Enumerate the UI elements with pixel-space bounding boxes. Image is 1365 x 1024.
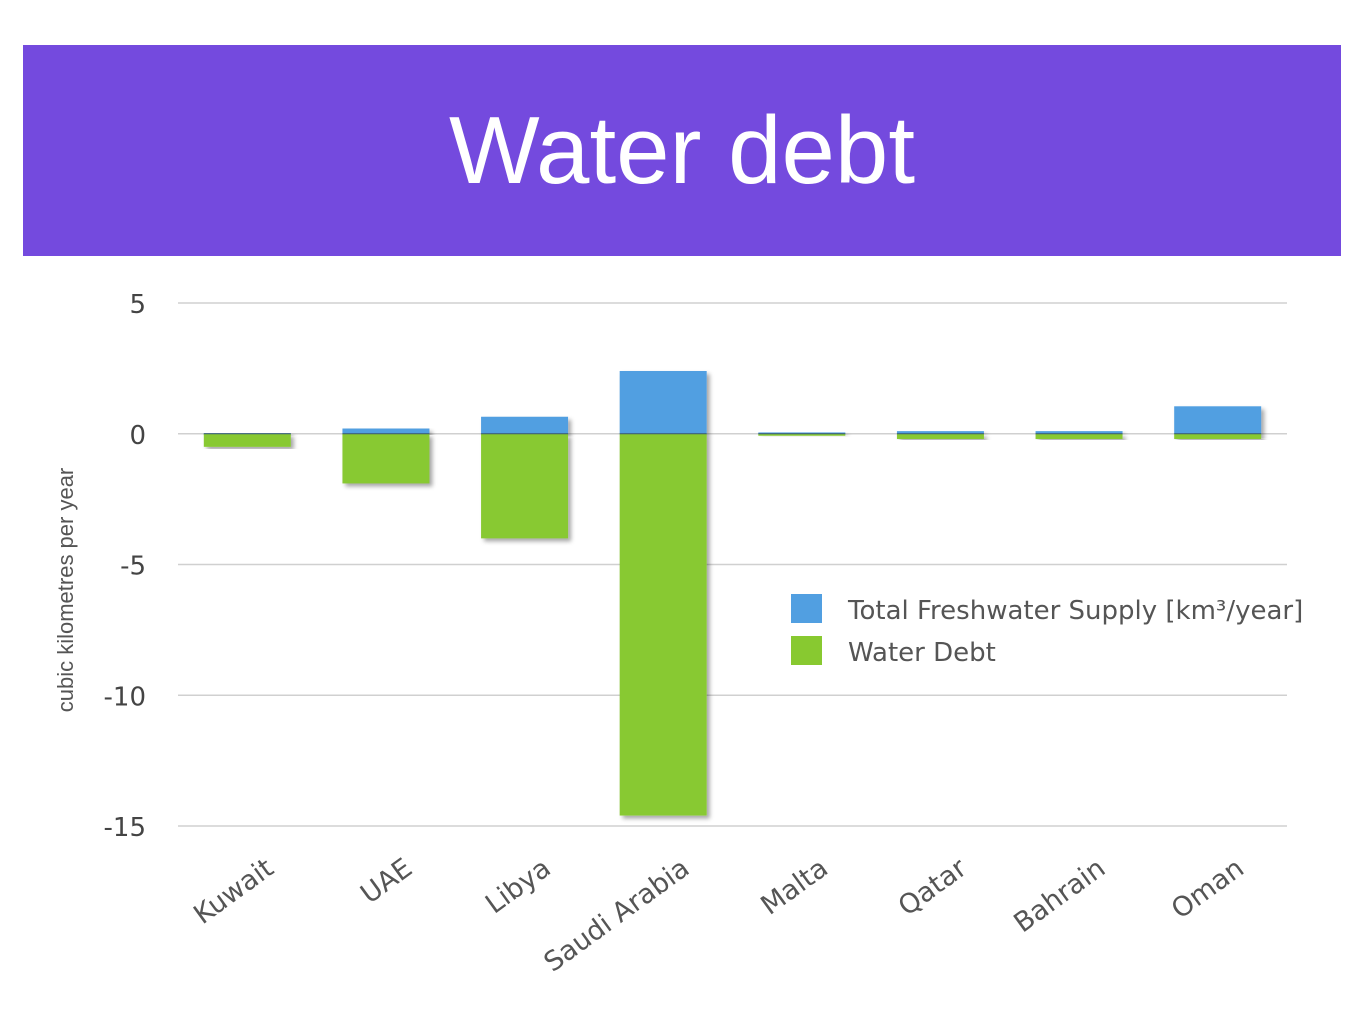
x-category-label: Bahrain xyxy=(1008,853,1111,939)
legend: Total Freshwater Supply [km³/year] Water … xyxy=(791,594,1303,668)
y-tick-label: 5 xyxy=(129,290,146,320)
bar-debt xyxy=(203,433,291,447)
bars xyxy=(203,370,1262,816)
grid-lines xyxy=(178,302,1287,827)
bar-debt xyxy=(342,433,430,484)
page-title: Water debt xyxy=(449,96,915,204)
bar-debt xyxy=(481,433,569,539)
bar-debt xyxy=(619,433,707,816)
y-tick-label: 0 xyxy=(129,421,146,451)
x-category-label: Oman xyxy=(1166,853,1250,926)
x-category-label: Kuwait xyxy=(188,853,279,931)
legend-label: Total Freshwater Supply [km³/year] xyxy=(847,596,1303,626)
y-tick-label: -15 xyxy=(104,813,146,843)
bar-debt xyxy=(758,433,846,436)
bar-supply xyxy=(896,431,984,434)
bar-supply xyxy=(619,370,707,434)
bar-supply xyxy=(481,416,569,434)
x-category-label: Qatar xyxy=(893,852,973,922)
bar-supply xyxy=(1174,406,1262,434)
bar-supply xyxy=(1035,431,1123,434)
bar-debt xyxy=(896,433,984,439)
bar-supply xyxy=(342,428,430,434)
y-ticks: 5 0 -5 -10 -15 xyxy=(104,290,146,843)
x-category-label: UAE xyxy=(355,853,418,911)
bar-debt xyxy=(1174,433,1262,439)
x-category-label: Malta xyxy=(755,853,833,922)
bar-debt xyxy=(1035,433,1123,439)
y-tick-label: -5 xyxy=(120,552,146,582)
legend-swatch xyxy=(791,594,822,623)
title-banner: Water debt xyxy=(23,45,1341,256)
x-category-label: Libya xyxy=(480,853,557,921)
y-tick-label: -10 xyxy=(104,682,146,712)
legend-swatch xyxy=(791,636,822,665)
legend-label: Water Debt xyxy=(848,638,996,668)
x-category-label: Saudi Arabia xyxy=(538,853,695,979)
